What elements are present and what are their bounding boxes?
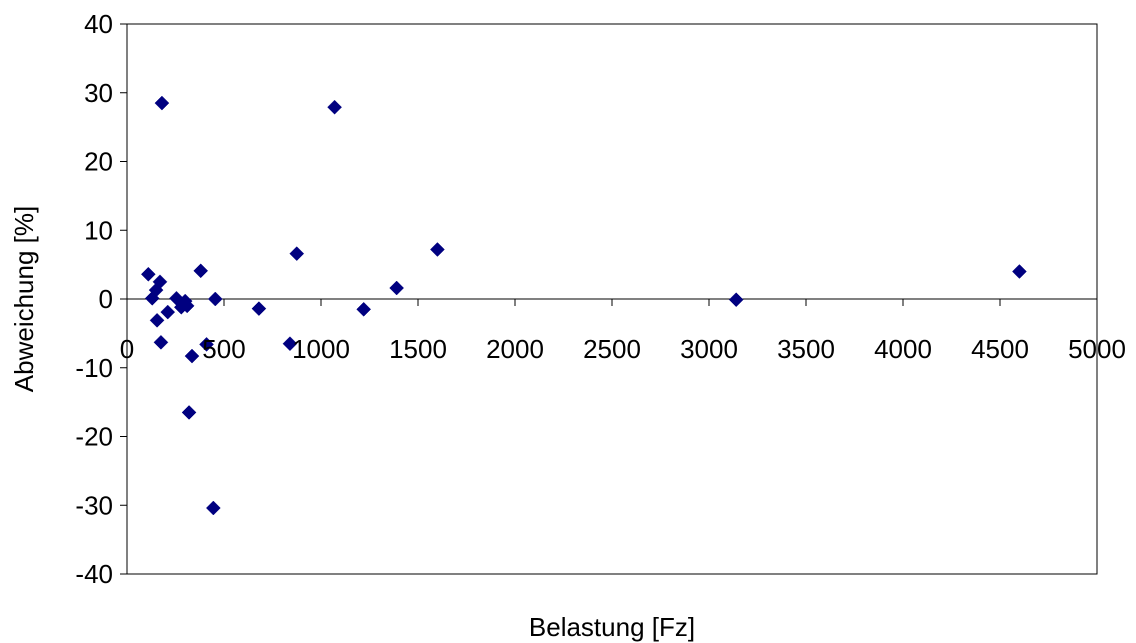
data-point — [327, 99, 342, 115]
y-tick-label: -30 — [75, 490, 113, 520]
data-point — [356, 301, 372, 317]
x-tick-label: 1500 — [389, 334, 447, 364]
data-point — [205, 500, 221, 516]
y-tick-label: -10 — [75, 353, 113, 383]
y-tick-label: -20 — [75, 422, 113, 452]
x-tick-label: 3500 — [777, 334, 835, 364]
data-point — [1012, 264, 1027, 279]
data-point — [289, 246, 305, 261]
data-point — [160, 304, 176, 320]
data-point — [251, 301, 267, 316]
x-tick-label: 4000 — [874, 334, 932, 364]
data-point — [149, 312, 165, 328]
y-tick-label: 0 — [99, 284, 113, 314]
x-tick-label: 5000 — [1068, 334, 1126, 364]
data-point — [430, 242, 445, 257]
data-point — [154, 95, 170, 111]
x-tick-label: 500 — [202, 334, 245, 364]
y-axis-title: Abweichung [%] — [9, 206, 39, 392]
data-points — [140, 95, 1027, 516]
y-tick-label: 40 — [84, 9, 113, 39]
data-point — [389, 280, 405, 296]
x-axis-title: Belastung [Fz] — [529, 612, 695, 642]
y-tick-label: 10 — [84, 215, 113, 245]
data-point — [152, 274, 168, 290]
data-point — [184, 348, 200, 364]
data-point — [140, 266, 156, 282]
data-point — [153, 334, 169, 350]
y-tick-label: 20 — [84, 147, 113, 177]
data-point — [728, 292, 744, 308]
x-tick-label: 1000 — [292, 334, 350, 364]
y-tick-label: -40 — [75, 559, 113, 589]
x-tick-label: 0 — [120, 334, 134, 364]
x-tick-label: 2000 — [486, 334, 544, 364]
axes-layer — [126, 24, 1097, 574]
data-point — [207, 291, 223, 307]
x-tick-label: 4500 — [971, 334, 1029, 364]
x-tick-label: 3000 — [680, 334, 738, 364]
data-point — [282, 336, 298, 352]
data-point — [193, 263, 209, 279]
y-tick-label: 30 — [84, 78, 113, 108]
data-point — [199, 337, 214, 352]
x-tick-label: 2500 — [583, 334, 641, 364]
data-point — [179, 298, 195, 314]
data-point — [181, 405, 197, 420]
